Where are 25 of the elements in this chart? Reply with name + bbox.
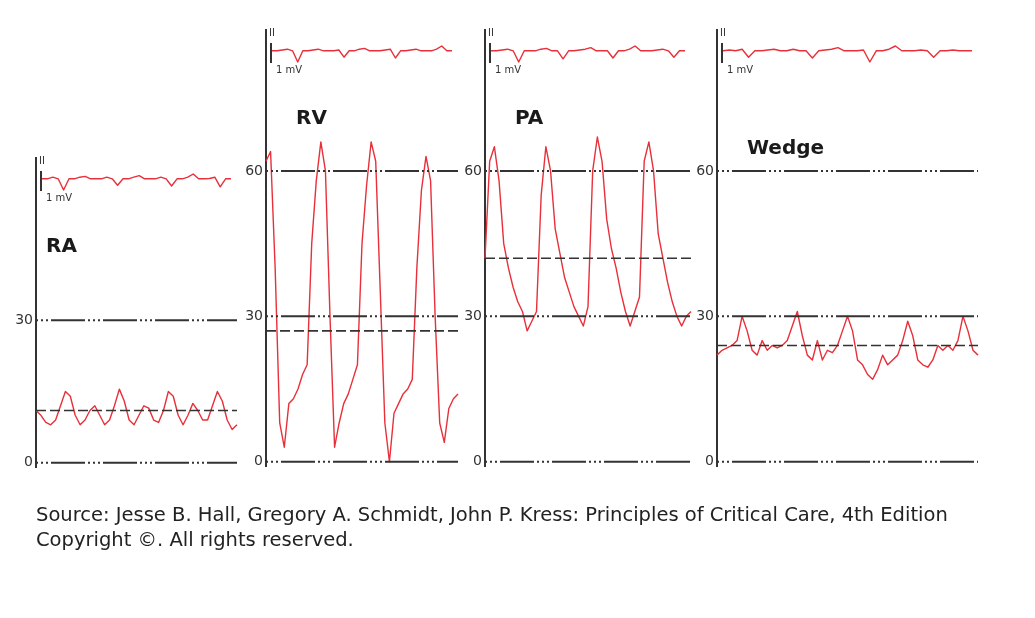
- y-tick-label: 0: [254, 452, 263, 469]
- text: RV: [296, 104, 328, 129]
- y-tick-label: 30: [245, 306, 263, 323]
- text: RA: [46, 232, 78, 257]
- y-tick-label: 30: [696, 306, 714, 323]
- y-tick-label: 30: [464, 306, 482, 323]
- annotation: II: [720, 27, 726, 39]
- annotation: 1 mV: [276, 64, 303, 76]
- annotation: 1 mV: [727, 64, 754, 76]
- annotation: 1 mV: [495, 64, 522, 76]
- y-tick-label: 60: [696, 161, 714, 178]
- y-tick-label: 30: [15, 310, 33, 327]
- y-tick-label: 60: [464, 161, 482, 178]
- text: PA: [515, 104, 544, 129]
- annotation: II: [488, 27, 494, 39]
- source-note: Source: Jesse B. Hall, Gregory A. Schmidt, John P. Kress: Principles of Critical Care, 4th Edition: [36, 502, 949, 527]
- y-tick-label: 60: [245, 161, 263, 178]
- y-tick-label: 0: [705, 452, 714, 469]
- text: Wedge: [747, 134, 825, 159]
- y-tick-label: 0: [473, 452, 482, 469]
- annotation: 1 mV: [46, 191, 73, 204]
- text: Copyright ©. All rights reserved.: [36, 527, 355, 552]
- annotation: II: [39, 154, 45, 167]
- annotation: II: [269, 27, 275, 39]
- y-tick-label: 0: [24, 452, 33, 469]
